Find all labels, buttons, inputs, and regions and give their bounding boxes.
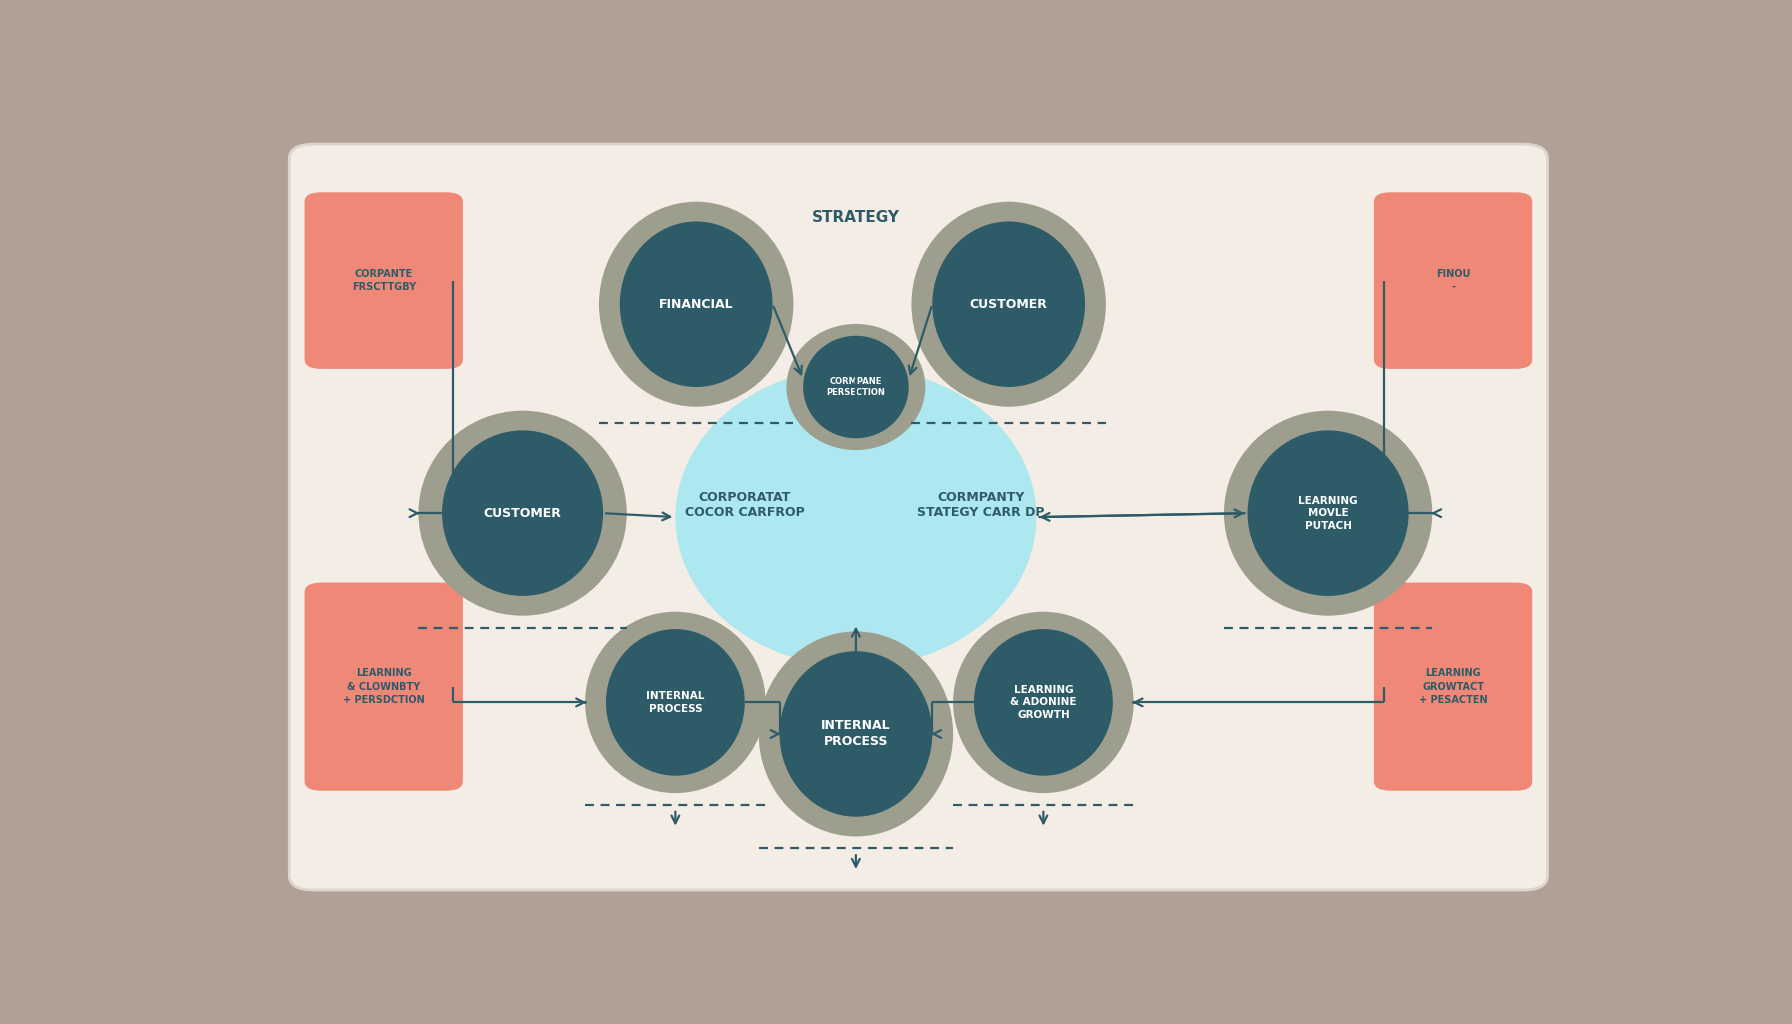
Ellipse shape [758,632,953,837]
Ellipse shape [953,611,1134,793]
Text: CORPORATAT
COCOR CARFROP: CORPORATAT COCOR CARFROP [685,492,805,519]
Text: LEARNING
& CLOWNBTY
+ PERSDCTION: LEARNING & CLOWNBTY + PERSDCTION [342,669,425,705]
Text: INTERNAL
PROCESS: INTERNAL PROCESS [647,691,704,714]
Text: CORMPANTY
STATEGY CARR DP: CORMPANTY STATEGY CARR DP [918,492,1045,519]
Text: LEARNING
MOVLE
PUTACH: LEARNING MOVLE PUTACH [1297,496,1358,530]
Ellipse shape [803,336,909,438]
FancyBboxPatch shape [1374,583,1532,791]
Ellipse shape [599,202,794,407]
Ellipse shape [787,324,925,451]
Ellipse shape [912,202,1106,407]
Ellipse shape [1224,411,1432,615]
Ellipse shape [676,368,1036,667]
Text: FINANCIAL: FINANCIAL [659,298,733,310]
Text: CUSTOMER: CUSTOMER [969,298,1048,310]
FancyBboxPatch shape [305,193,462,369]
Text: LEARNING
GROWTACT
+ PESACTEN: LEARNING GROWTACT + PESACTEN [1419,669,1487,705]
FancyBboxPatch shape [305,583,462,791]
Ellipse shape [932,221,1086,387]
Ellipse shape [606,629,745,776]
Ellipse shape [443,430,604,596]
Ellipse shape [584,611,765,793]
Text: CORMPANE
PERSECTION: CORMPANE PERSECTION [826,377,885,397]
Text: CUSTOMER: CUSTOMER [484,507,561,519]
FancyBboxPatch shape [1374,193,1532,369]
Ellipse shape [1247,430,1409,596]
Text: LEARNING
& ADONINE
GROWTH: LEARNING & ADONINE GROWTH [1011,685,1077,720]
Text: INTERNAL
PROCESS: INTERNAL PROCESS [821,720,891,749]
Ellipse shape [620,221,772,387]
Ellipse shape [975,629,1113,776]
Text: FINOU
-: FINOU - [1435,269,1469,292]
Text: STRATEGY: STRATEGY [812,210,900,225]
Ellipse shape [418,411,627,615]
Text: CORPANTE
FRSCTTGBY: CORPANTE FRSCTTGBY [351,269,416,292]
Ellipse shape [780,651,932,817]
FancyBboxPatch shape [289,144,1548,890]
